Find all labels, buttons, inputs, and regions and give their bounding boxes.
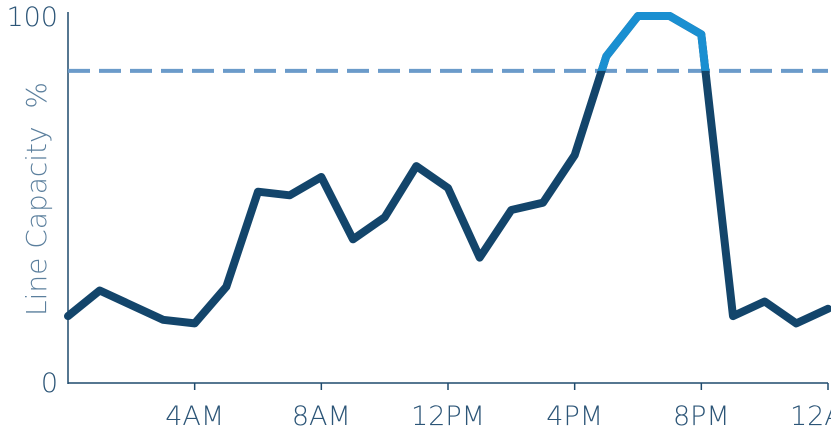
data-point (793, 320, 799, 326)
data-point (382, 214, 388, 220)
x-tick-label: 4AM (165, 401, 224, 432)
data-point (413, 163, 419, 169)
data-point (160, 317, 166, 323)
data-point (825, 306, 831, 312)
x-tick-label: 12PM (411, 401, 485, 432)
data-point (603, 53, 609, 59)
data-point (572, 152, 578, 158)
data-point (255, 189, 261, 195)
data-point (730, 313, 736, 319)
data-point (223, 284, 229, 290)
x-tick-label: 12AM (790, 401, 831, 432)
x-tick-label: 4PM (546, 401, 603, 432)
y-tick-label: 0 (41, 368, 58, 399)
data-point (192, 320, 198, 326)
data-point (508, 207, 514, 213)
data-point (540, 200, 546, 206)
y-axis-label: Line Capacity % (20, 82, 53, 316)
data-point (635, 13, 641, 19)
y-tick-label: 100 (6, 2, 58, 33)
data-point (667, 13, 673, 19)
data-point (65, 313, 71, 319)
data-point (97, 288, 103, 294)
x-tick-label: 8PM (673, 401, 730, 432)
x-tick-label: 8AM (292, 401, 351, 432)
data-point (128, 302, 134, 308)
data-point (762, 298, 768, 304)
data-point (287, 192, 293, 198)
data-point (445, 185, 451, 191)
data-point (350, 236, 356, 242)
data-point (477, 255, 483, 261)
data-point (698, 31, 704, 37)
series-line-over-threshold (597, 12, 710, 71)
series-line (64, 12, 831, 328)
data-point (318, 174, 324, 180)
